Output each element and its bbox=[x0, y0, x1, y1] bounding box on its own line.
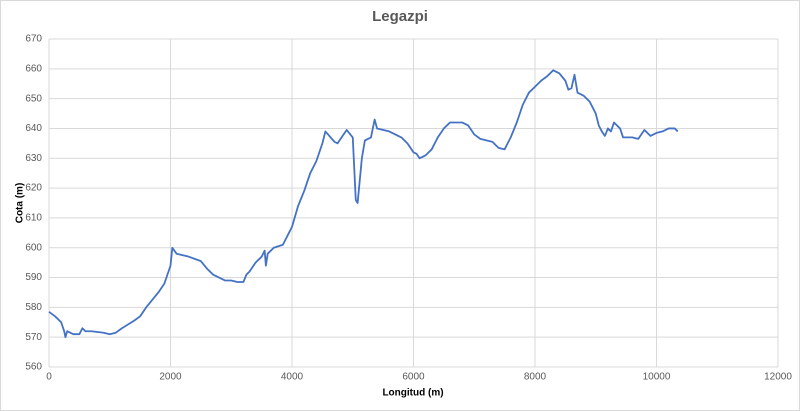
chart-title: Legazpi bbox=[372, 8, 428, 25]
x-tick-label: 6000 bbox=[402, 372, 425, 383]
y-tick-label: 590 bbox=[25, 272, 42, 283]
y-tick-label: 610 bbox=[25, 213, 42, 224]
data-line bbox=[48, 69, 679, 339]
y-tick-label: 650 bbox=[25, 93, 42, 104]
y-tick-label: 570 bbox=[25, 332, 42, 343]
x-axis-title: Longitud (m) bbox=[382, 388, 443, 399]
x-tick-label: 4000 bbox=[281, 372, 304, 383]
y-tick-label: 640 bbox=[25, 123, 42, 134]
x-tick-label: 0 bbox=[46, 372, 52, 383]
y-tick-label: 620 bbox=[25, 183, 42, 194]
x-tick-label: 10000 bbox=[643, 372, 671, 383]
y-tick-label: 560 bbox=[25, 362, 42, 373]
y-tick-label: 580 bbox=[25, 302, 42, 313]
y-tick-label: 600 bbox=[25, 242, 42, 253]
y-tick-label: 630 bbox=[25, 153, 42, 164]
x-tick-label: 8000 bbox=[524, 372, 547, 383]
y-tick-label: 660 bbox=[25, 63, 42, 74]
y-tick-label: 670 bbox=[25, 34, 42, 45]
x-tick-label: 12000 bbox=[764, 372, 792, 383]
x-tick-label: 2000 bbox=[159, 372, 182, 383]
y-axis-title: Cota (m) bbox=[15, 183, 26, 224]
